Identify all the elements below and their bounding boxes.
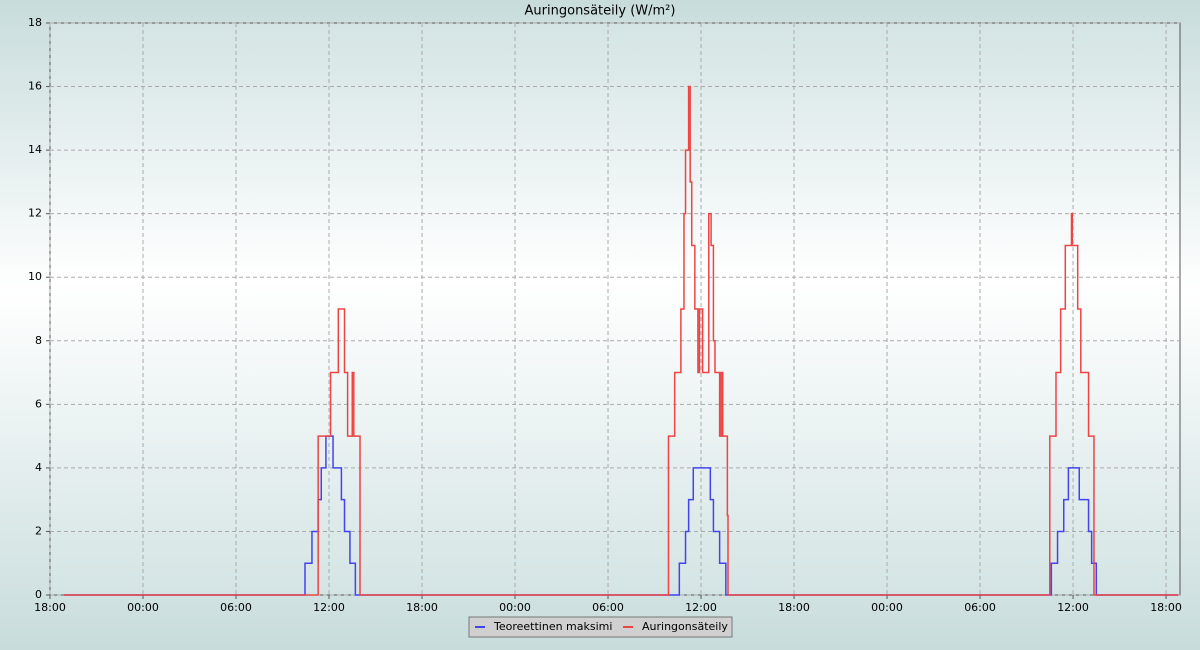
series-line: [63, 435, 1179, 596]
y-tick-label: 6: [35, 397, 42, 410]
x-tick-label: 00:00: [127, 601, 159, 614]
y-tick-label: 8: [35, 334, 42, 347]
y-tick-label: 18: [28, 16, 42, 29]
x-tick-label: 18:00: [406, 601, 438, 614]
x-tick-label: 12:00: [1057, 601, 1089, 614]
plot-area: [49, 22, 1181, 596]
y-tick-label: 4: [35, 461, 42, 474]
x-tick-label: 06:00: [592, 601, 624, 614]
x-tick-label: 00:00: [499, 601, 531, 614]
y-tick-label: 0: [35, 588, 42, 601]
y-tick-label: 16: [28, 80, 42, 93]
legend-box: [468, 616, 733, 638]
y-tick-label: 12: [28, 207, 42, 220]
x-tick-label: 06:00: [964, 601, 996, 614]
legend-label: Auringonsäteily: [642, 620, 728, 633]
x-tick-label: 12:00: [685, 601, 717, 614]
legend-label: Teoreettinen maksimi: [493, 620, 612, 633]
x-tick-label: 12:00: [313, 601, 345, 614]
chart-title: Auringonsäteily (W/m²): [525, 4, 676, 19]
y-tick-label: 14: [28, 143, 42, 156]
y-tick-label: 10: [28, 270, 42, 283]
series-line: [63, 85, 1179, 596]
x-tick-label: 18:00: [1150, 601, 1182, 614]
x-tick-label: 18:00: [34, 601, 66, 614]
x-tick-label: 00:00: [871, 601, 903, 614]
x-tick-label: 06:00: [220, 601, 252, 614]
x-tick-label: 18:00: [778, 601, 810, 614]
y-tick-label: 2: [35, 524, 42, 537]
